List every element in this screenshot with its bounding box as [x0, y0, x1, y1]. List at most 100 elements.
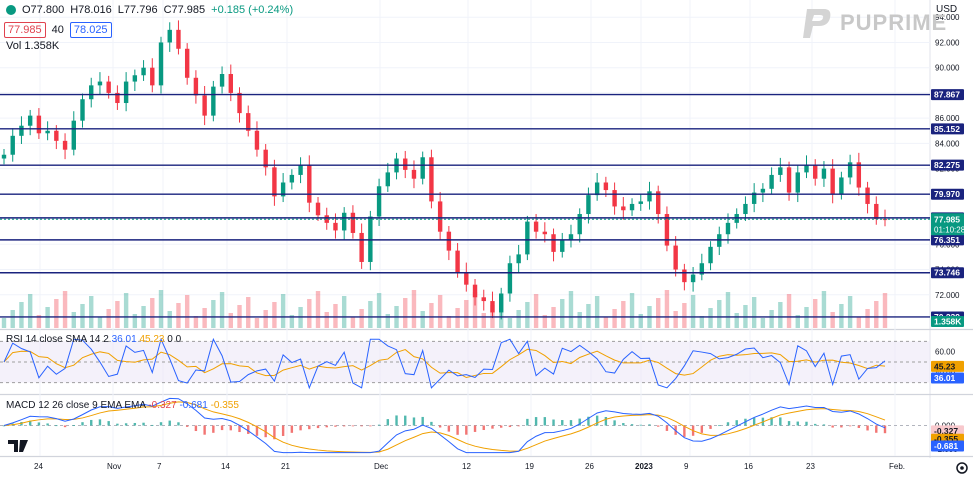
last-price-bg: [931, 213, 964, 236]
candle-body: [298, 164, 303, 175]
volume-bar: [289, 315, 295, 328]
macd-signal-line: [3, 401, 886, 453]
candle-body: [411, 169, 417, 179]
macd-histogram-bar: [430, 421, 433, 426]
macd-histogram-bar: [421, 416, 424, 426]
macd-histogram-bar: [20, 421, 23, 426]
volume-bar: [717, 300, 722, 328]
time-tick-8: 26: [585, 462, 594, 471]
volume-bar: [568, 291, 574, 328]
volume-bar: [778, 302, 783, 328]
candle-body: [612, 190, 617, 207]
candle-body: [481, 297, 486, 302]
candle-body: [246, 113, 251, 131]
candle-body: [36, 115, 42, 134]
volume-bar: [158, 290, 164, 328]
volume-bar: [638, 314, 643, 328]
volume-bar: [612, 309, 617, 328]
macd-histogram-bar: [142, 422, 145, 426]
macd-histogram-bar: [552, 419, 555, 426]
volume-bar: [176, 303, 181, 328]
volume-bar: [525, 302, 530, 328]
macd-histogram-bar: [456, 425, 459, 435]
candle-body: [333, 222, 338, 231]
close-value: C77.985: [163, 4, 206, 16]
level-label-5: 76.351: [934, 235, 960, 245]
volume-bar: [420, 311, 425, 328]
level-label-0: 87.867: [934, 90, 960, 100]
volume-bar: [577, 312, 582, 328]
macd-histogram-bar: [37, 422, 41, 426]
ask-button[interactable]: 78.025: [69, 22, 112, 38]
macd-histogram-bar: [81, 422, 84, 426]
level-label-2-bg: [931, 159, 964, 171]
volume-bar: [507, 318, 513, 328]
candle-body: [62, 140, 68, 150]
macd-histogram-bar: [814, 423, 817, 426]
macd-histogram-bar: [534, 417, 538, 426]
volume-bar: [498, 297, 504, 328]
candle-body: [254, 130, 260, 150]
bid-button[interactable]: 77.985: [4, 22, 46, 38]
macd-histogram-bar: [90, 419, 93, 426]
time-tick-4: 21: [281, 462, 290, 471]
candle-body: [638, 201, 643, 204]
volume-bar: [813, 299, 818, 328]
candle-body: [603, 182, 609, 191]
price-tick-7: 86.000: [935, 114, 960, 123]
volume-bar: [481, 313, 486, 328]
candle-body: [71, 120, 76, 150]
brand-logo: PUPRIME: [800, 6, 947, 40]
macd-histogram-bar: [351, 425, 355, 427]
macd-histogram-bar: [796, 421, 799, 426]
volume-bar: [795, 315, 800, 328]
macd-histogram-bar: [848, 425, 852, 427]
macd-histogram-bar: [517, 425, 520, 427]
volume-bar: [865, 309, 870, 328]
volume-bar: [19, 302, 24, 328]
level-label-0-bg: [931, 89, 964, 101]
macd-histogram-bar: [857, 425, 861, 428]
price-tick-9: 90.000: [935, 64, 960, 73]
macd-histogram-bar: [203, 425, 206, 435]
time-tick-11: 16: [744, 462, 753, 471]
volume-bar: [594, 296, 600, 328]
macd-value: -0.681: [179, 400, 208, 411]
volume-bar: [385, 314, 391, 328]
macd-histogram-bar: [709, 425, 712, 429]
macd-histogram-bar: [630, 424, 634, 426]
bid-ask: 77.985 40 78.025: [4, 22, 112, 38]
time-tick-2: 7: [157, 462, 162, 471]
macd-histogram-bar: [308, 425, 311, 430]
level-label-2: 82.275: [934, 160, 960, 170]
candle-body: [813, 164, 818, 179]
candle-body: [786, 167, 792, 193]
candle-body: [821, 168, 827, 179]
macd-histogram-bar: [124, 423, 128, 426]
candle-body: [141, 67, 146, 76]
volume-bar: [455, 308, 460, 328]
time-tick-13: Feb.: [889, 462, 905, 471]
volume-bar: [586, 304, 591, 328]
macd-histogram-bar: [718, 425, 721, 427]
volume-bar: [202, 308, 207, 328]
volume-last-label: 1.358K: [934, 317, 962, 327]
volume-bar: [856, 317, 862, 328]
volume-bar: [682, 303, 687, 328]
macd-histogram-bar: [107, 421, 110, 426]
candle-body: [272, 167, 277, 197]
currency-selector[interactable]: USD: [936, 4, 958, 15]
volume-bar: [97, 317, 103, 328]
candle-body: [839, 177, 844, 194]
volume-bar: [446, 316, 452, 328]
volume-bar: [211, 300, 216, 328]
status-dot-icon: [6, 5, 16, 15]
candle-body: [498, 293, 504, 313]
volume-bar: [376, 293, 382, 328]
macd-histogram-bar: [290, 425, 294, 433]
candle-body: [542, 231, 548, 235]
volume-bar: [699, 316, 705, 328]
macd-legend: MACD 12 26 close 9 EMA EMA -0.327 -0.681…: [6, 400, 239, 411]
candle-body: [237, 92, 242, 114]
